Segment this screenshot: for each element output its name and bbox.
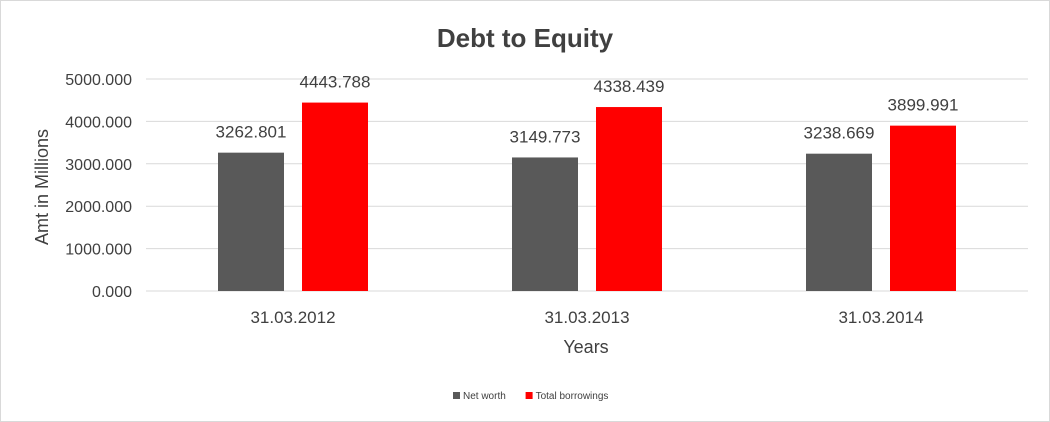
data-label: 3899.991 <box>888 96 959 115</box>
legend: Net worth Total borrowings <box>453 391 608 402</box>
bar <box>302 102 368 291</box>
y-tick-label: 1000.000 <box>65 242 132 259</box>
bar <box>218 152 284 291</box>
y-tick-label: 2000.000 <box>65 199 132 216</box>
data-label: 4443.788 <box>300 73 371 92</box>
data-label: 3149.773 <box>510 127 581 146</box>
x-tick-label: 31.03.2014 <box>838 308 923 327</box>
y-tick-label: 4000.000 <box>65 114 132 131</box>
x-axis-ticks: 31.03.2012 31.03.2013 31.03.2014 <box>250 308 923 327</box>
y-axis-ticks: 0.000 1000.000 2000.000 3000.000 4000.000 500… <box>65 72 132 301</box>
data-label: 4338.439 <box>594 77 665 96</box>
legend-label: Total borrowings <box>536 391 609 402</box>
x-tick-label: 31.03.2013 <box>544 308 629 327</box>
x-tick-label: 31.03.2012 <box>250 308 335 327</box>
bar <box>806 153 872 291</box>
bar <box>512 157 578 291</box>
chart-title: Debt to Equity <box>437 23 614 53</box>
y-axis-label: Amt in Millions <box>32 129 52 245</box>
legend-swatch <box>453 392 460 399</box>
bars <box>218 102 956 291</box>
legend-swatch <box>525 392 533 399</box>
data-label: 3238.669 <box>804 124 875 143</box>
bar <box>596 107 662 291</box>
grid-lines <box>146 78 1028 292</box>
y-tick-label: 0.000 <box>92 284 132 301</box>
x-axis-label: Years <box>563 337 608 357</box>
y-tick-label: 5000.000 <box>65 72 132 89</box>
bar <box>890 125 956 291</box>
legend-label: Net worth <box>463 391 506 402</box>
y-tick-label: 3000.000 <box>65 157 132 174</box>
data-labels: 3262.801 4443.788 3149.773 4338.439 3238.669… <box>216 73 959 147</box>
data-label: 3262.801 <box>216 123 287 142</box>
